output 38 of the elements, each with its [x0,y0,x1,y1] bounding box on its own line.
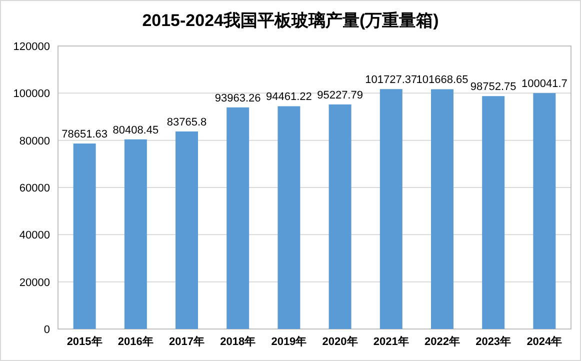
y-tick-label: 60000 [19,182,50,194]
data-label: 100041.7 [521,78,568,90]
bar [328,104,352,329]
data-label: 94461.22 [266,91,312,104]
bar [431,89,454,329]
y-tick-label: 40000 [19,230,50,242]
x-tick-label: 2015年 [66,335,102,348]
x-tick-label: 2017年 [169,335,205,348]
bar [124,139,147,329]
bar [73,144,96,329]
y-tick-label: 120000 [13,41,50,53]
x-tick-label: 2024年 [526,335,562,348]
chart-title: 2015-2024我国平板玻璃产量(万重量箱) [142,11,439,30]
y-tick-label: 100000 [13,88,50,100]
x-tick-label: 2023年 [476,335,512,348]
x-tick-label: 2019年 [271,335,307,348]
x-tick-label: 2022年 [424,335,460,348]
data-label: 78651.63 [62,128,108,141]
bar [482,96,505,329]
data-label: 101668.65 [416,74,468,86]
x-tick-label: 2016年 [118,335,154,348]
data-label: 101727.37 [365,74,418,86]
x-tick-label: 2020年 [322,335,358,348]
bar [380,89,402,329]
y-tick-label: 0 [44,324,50,336]
bar [278,106,300,329]
y-tick-label: 80000 [19,135,50,148]
x-tick-label: 2021年 [373,335,409,348]
data-label: 93963.26 [214,92,261,104]
x-tick-label: 2018年 [220,335,256,348]
data-label: 98752.75 [470,81,516,94]
data-label: 80408.45 [112,124,159,136]
y-tick-label: 20000 [19,276,50,289]
bar [533,93,556,329]
data-label: 95227.79 [317,89,363,102]
data-label: 83765.8 [166,116,207,128]
bar [176,131,198,329]
bar [226,107,250,329]
